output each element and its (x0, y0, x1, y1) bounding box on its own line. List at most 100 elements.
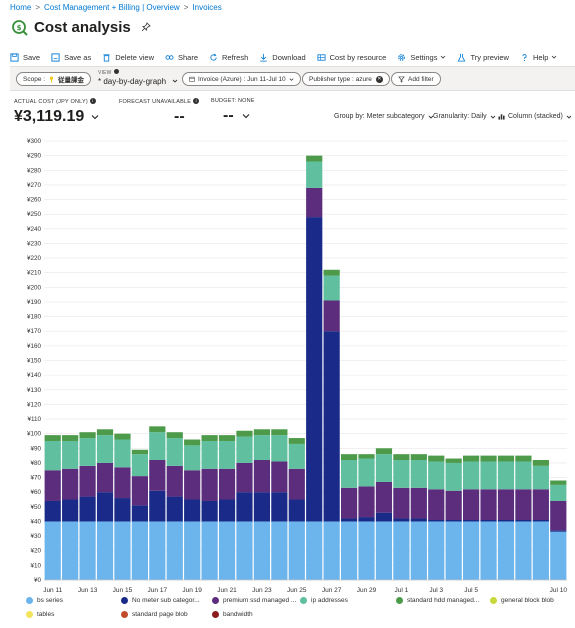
download-icon (260, 53, 267, 62)
download-button[interactable]: Download (259, 52, 306, 62)
bar-segment (340, 460, 358, 488)
legend-item[interactable]: standard page blob (121, 611, 188, 618)
legend-item[interactable]: standard hdd managed... (396, 597, 479, 604)
view-value: * day-by-day-graph (98, 77, 178, 86)
save-icon (10, 52, 19, 62)
save-as-icon (51, 52, 60, 62)
legend-item[interactable]: bs series (26, 597, 63, 604)
x-tick-label: Jul 3 (429, 587, 443, 594)
bar-segment (96, 492, 114, 522)
legend-swatch (396, 597, 403, 604)
scope-pill[interactable]: Scope : 従量課金 (16, 72, 92, 86)
pin-icon[interactable] (141, 22, 151, 32)
add-filter-label: Add filter (408, 75, 434, 83)
bar-segment (463, 489, 480, 521)
y-tick-label: ¥230 (27, 240, 42, 247)
group-by-label: Group by: Meter subcategory (334, 113, 425, 120)
legend-item[interactable]: tables (26, 611, 54, 618)
bar-segment (288, 521, 305, 580)
actual-cost-value: ¥3,119.19 (14, 108, 99, 126)
bar-segment (480, 455, 497, 462)
granularity-dropdown[interactable]: Granularity: Daily (433, 113, 496, 120)
bar-segment (532, 521, 549, 580)
bar-segment (44, 470, 61, 501)
try-preview-button[interactable]: Try preview (457, 53, 509, 62)
bar-segment (515, 489, 532, 521)
breadcrumb-home[interactable]: Home (10, 3, 32, 12)
invoice-filter-pill[interactable]: Invoice (Azure) : Jun 11-Jul 10 (182, 72, 301, 86)
bar-segment (445, 490, 462, 521)
close-icon[interactable]: ✕ (375, 75, 383, 83)
bar-segment (166, 521, 183, 580)
breadcrumb-invoices[interactable]: Invoices (192, 3, 222, 12)
bar-segment (550, 530, 567, 532)
share-button[interactable]: Share (165, 53, 198, 62)
chevron-down-icon[interactable] (91, 113, 99, 121)
bar-segment (306, 217, 323, 522)
bar-segment (393, 487, 410, 519)
key-icon (49, 76, 54, 83)
cost-by-resource-button[interactable]: Cost by resource (317, 53, 386, 62)
bar-segment (218, 440, 236, 469)
bar-segment (236, 462, 253, 493)
bar-segment (480, 461, 497, 490)
x-tick-label: Jul 1 (395, 587, 409, 594)
help-button[interactable]: Help (520, 53, 557, 62)
bar-segment (79, 438, 96, 466)
bar-segment (218, 521, 236, 580)
save-button[interactable]: Save (10, 53, 40, 62)
view-selector[interactable]: VIEW * day-by-day-graph (98, 69, 178, 89)
y-tick-label: ¥0 (34, 577, 42, 584)
actual-cost-kpi: ACTUAL COST (JPY ONLY) i ¥3,119.19 (14, 98, 99, 126)
legend-label: general block blob (501, 597, 554, 604)
x-tick-label: Jun 21 (217, 587, 237, 594)
y-tick-label: ¥70 (30, 475, 41, 482)
bar-segment (166, 496, 183, 522)
budget-label: BUDGET: NONE (211, 98, 255, 104)
bar-segment (323, 300, 340, 332)
legend-item[interactable]: premium ssd managed ... (212, 597, 296, 604)
bar-segment (114, 433, 131, 440)
legend-item[interactable]: bandwidth (212, 611, 253, 618)
save-as-button[interactable]: Save as (51, 53, 91, 62)
x-tick-label: Jun 13 (78, 587, 98, 594)
breadcrumb-separator: > (183, 3, 189, 12)
settings-button[interactable]: Settings (397, 53, 446, 62)
add-filter-button[interactable]: Add filter (391, 72, 441, 86)
y-tick-label: ¥60 (30, 489, 41, 496)
y-tick-label: ¥90 (30, 445, 41, 452)
bar-segment (288, 499, 305, 522)
bar-segment (96, 435, 114, 463)
download-label: Download (272, 52, 306, 62)
legend-label: tables (37, 611, 55, 618)
x-tick-label: Jun 11 (43, 587, 62, 594)
scope-value: 従量課金 (58, 77, 85, 84)
legend-item[interactable]: ip addresses (300, 597, 348, 604)
legend-item[interactable]: No meter sub categor... (121, 597, 200, 604)
bar-segment (131, 449, 148, 455)
delete-view-button[interactable]: Delete view (102, 53, 154, 62)
bar-segment (515, 521, 532, 580)
y-tick-label: ¥140 (27, 372, 42, 379)
bar-segment (480, 521, 497, 580)
chart-type-dropdown[interactable]: Column (stacked) (498, 113, 572, 120)
forecast-kpi: FORECAST UNAVAILABLE i -- (119, 98, 200, 126)
bar-segment (62, 440, 79, 469)
bar-segment (253, 521, 271, 580)
bar-segment (131, 521, 148, 580)
bar-segment (288, 443, 305, 469)
refresh-button[interactable]: Refresh (209, 53, 248, 62)
delete-icon (103, 53, 110, 62)
y-tick-label: ¥160 (27, 343, 42, 350)
bar-segment (131, 505, 148, 522)
publisher-filter-pill[interactable]: Publisher type : azure ✕ (302, 72, 390, 86)
legend-item[interactable]: general block blob (490, 597, 554, 604)
bar-segment (62, 468, 79, 500)
chevron-down-icon[interactable] (242, 112, 250, 120)
table-icon (317, 53, 326, 61)
group-by-dropdown[interactable]: Group by: Meter subcategory (334, 113, 434, 120)
info-icon: i (193, 98, 200, 104)
chevron-down-icon (441, 55, 446, 59)
breadcrumb-cost-management[interactable]: Cost Management + Billing | Overview (44, 3, 180, 12)
cost-analysis-icon: $ (12, 20, 28, 36)
